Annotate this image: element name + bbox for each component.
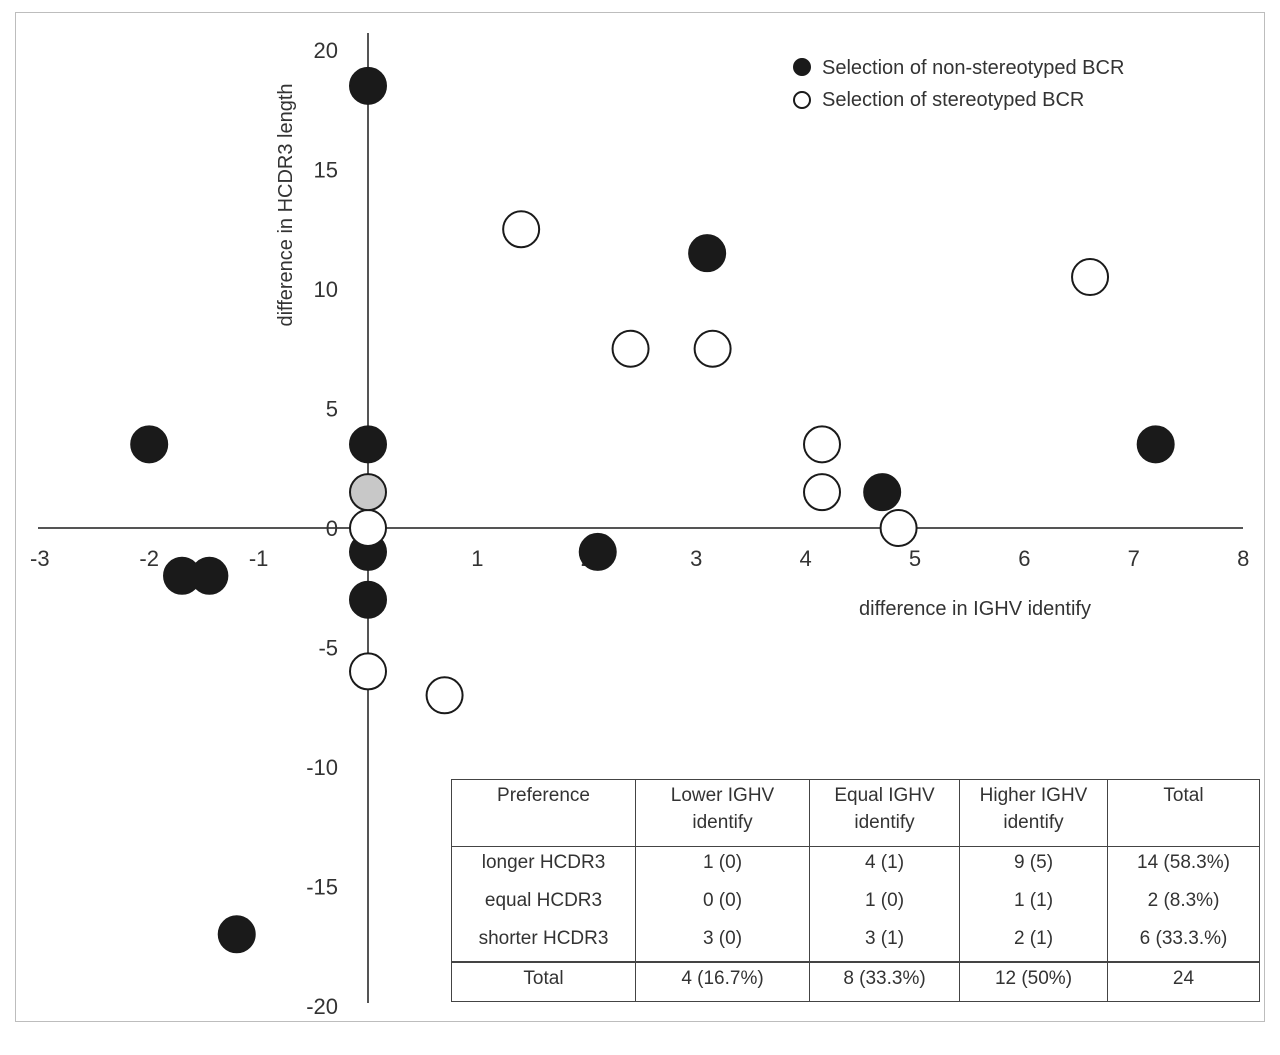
table-header-cell: Higher IGHV identify: [959, 779, 1108, 847]
table-cell: 1 (0): [635, 846, 810, 885]
table-cell: 3 (1): [809, 923, 960, 962]
legend: Selection of non-stereotyped BCR Selecti…: [793, 57, 1124, 111]
table-cell: equal HCDR3: [451, 885, 636, 923]
data-point-non-stereotyped: [1136, 425, 1175, 464]
table-header-cell: Total: [1107, 779, 1260, 847]
table-cell: 1 (1): [959, 885, 1108, 923]
x-tick-label: 1: [471, 546, 483, 571]
data-point-non-stereotyped: [190, 556, 229, 595]
data-point-non-stereotyped: [349, 580, 387, 619]
table-cell: 14 (58.3%): [1107, 846, 1260, 885]
y-tick-label: -20: [306, 994, 338, 1019]
y-tick-label: 0: [326, 516, 338, 541]
data-points: [130, 66, 1175, 954]
table-total-row: Total 4 (16.7%) 8 (33.3%) 12 (50%) 24: [451, 961, 1260, 1002]
table-cell: 8 (33.3%): [809, 961, 960, 1002]
y-tick-label: -10: [306, 755, 338, 780]
y-axis-label: difference in HCDR3 length: [275, 83, 297, 326]
table-cell: 2 (1): [959, 923, 1108, 962]
data-point-non-stereotyped: [863, 473, 902, 512]
x-tick-label: 3: [690, 546, 702, 571]
x-tick-label: 6: [1018, 546, 1030, 571]
legend-entry-stereotyped: Selection of stereotyped BCR: [822, 89, 1084, 111]
legend-marker-open: [793, 91, 811, 109]
data-point-stereotyped: [349, 509, 387, 547]
x-tick-label: 8: [1237, 546, 1249, 571]
data-point-stereotyped: [1071, 258, 1110, 297]
data-point-stereotyped: [349, 652, 387, 691]
data-point-non-stereotyped: [217, 915, 256, 954]
table-row: shorter HCDR3 3 (0) 3 (1) 2 (1) 6 (33.3.…: [451, 923, 1260, 962]
data-point-stereotyped: [502, 210, 541, 249]
legend-entry-non-stereotyped: Selection of non-stereotyped BCR: [822, 57, 1124, 79]
x-tick-label: 5: [909, 546, 921, 571]
table-cell: 24: [1107, 961, 1260, 1002]
data-point-non-stereotyped: [688, 234, 727, 273]
summary-table: Preference Lower IGHV identify Equal IGHV…: [451, 779, 1260, 1002]
table-cell: 9 (5): [959, 846, 1108, 885]
data-point-shaded: [349, 473, 387, 512]
y-tick-label: 20: [314, 38, 338, 63]
table-header-cell: Preference: [451, 779, 636, 847]
data-point-stereotyped: [803, 425, 842, 464]
y-tick-label: -5: [318, 636, 338, 661]
table-header-cell: Equal IGHV identify: [809, 779, 960, 847]
x-tick-label: 7: [1128, 546, 1140, 571]
data-point-non-stereotyped: [349, 66, 387, 105]
table-cell: 12 (50%): [959, 961, 1108, 1002]
y-tick-label: -15: [306, 875, 338, 900]
table-header-cell: Lower IGHV identify: [635, 779, 810, 847]
y-tick-label: 10: [314, 277, 338, 302]
table-cell: 4 (16.7%): [635, 961, 810, 1002]
table-cell: 3 (0): [635, 923, 810, 962]
y-tick-label: 5: [326, 397, 338, 422]
table-cell: 4 (1): [809, 846, 960, 885]
data-point-non-stereotyped: [130, 425, 169, 464]
data-point-stereotyped: [611, 329, 650, 368]
table-cell: Total: [451, 961, 636, 1002]
table-cell: shorter HCDR3: [451, 923, 636, 962]
x-tick-label: 4: [799, 546, 811, 571]
table-header-row: Preference Lower IGHV identify Equal IGHV…: [451, 779, 1260, 847]
chart-frame: [15, 12, 1265, 1022]
data-point-stereotyped: [803, 473, 842, 512]
table-cell: 1 (0): [809, 885, 960, 923]
data-point-stereotyped: [425, 676, 464, 715]
data-point-non-stereotyped: [349, 425, 387, 464]
x-tick-label: -1: [249, 546, 269, 571]
table-row: equal HCDR3 0 (0) 1 (0) 1 (1) 2 (8.3%): [451, 885, 1260, 923]
table-row: longer HCDR3 1 (0) 4 (1) 9 (5) 14 (58.3%…: [451, 846, 1260, 885]
x-axis-label: difference in IGHV identify: [859, 598, 1091, 620]
table-cell: 2 (8.3%): [1107, 885, 1260, 923]
table-cell: 6 (33.3.%): [1107, 923, 1260, 962]
data-point-non-stereotyped: [578, 532, 617, 571]
table-cell: longer HCDR3: [451, 846, 636, 885]
data-point-stereotyped: [879, 509, 918, 547]
data-point-stereotyped: [693, 329, 732, 368]
legend-marker-filled: [793, 58, 811, 76]
x-tick-label: -2: [139, 546, 159, 571]
x-tick-label: -3: [30, 546, 50, 571]
y-tick-label: 15: [314, 158, 338, 183]
table-cell: 0 (0): [635, 885, 810, 923]
